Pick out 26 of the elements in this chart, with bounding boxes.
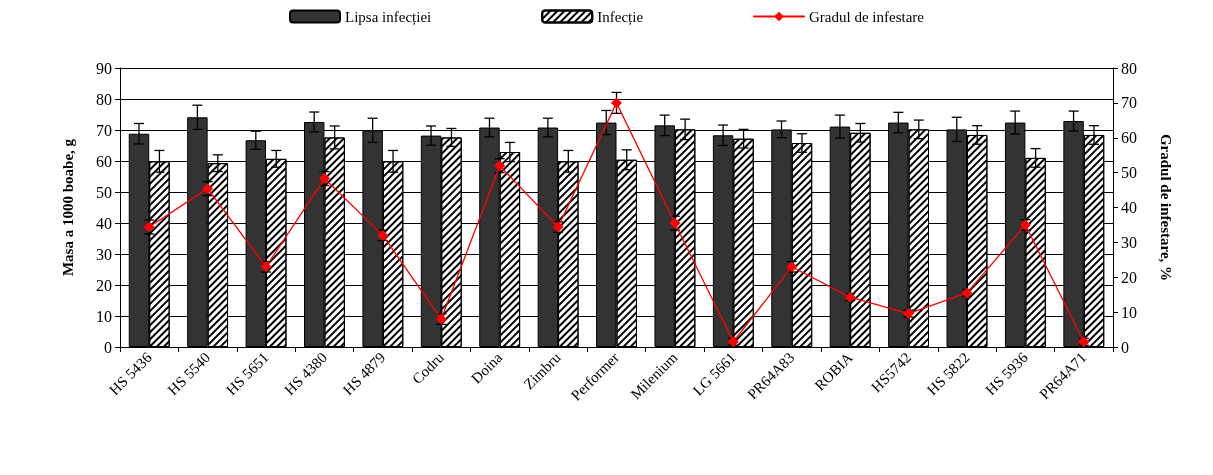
y2-tick-label: 10 xyxy=(1121,303,1137,321)
y2-tick-label: 70 xyxy=(1121,94,1137,112)
x-tick-label: HS 4380 xyxy=(281,349,331,399)
y-tick-label: 40 xyxy=(96,214,112,232)
y-tick-label: 80 xyxy=(96,90,112,108)
y-tick-label: 30 xyxy=(96,245,112,263)
y-tick-label: 50 xyxy=(96,183,112,201)
y2-tick-label: 50 xyxy=(1121,164,1137,182)
x-tick-label: HS 4879 xyxy=(339,349,389,399)
y-tick-label: 20 xyxy=(96,276,112,294)
legend-label: Lipsa infecției xyxy=(345,8,432,26)
y-tick-label: 70 xyxy=(96,121,112,139)
y2-tick-label: 60 xyxy=(1121,129,1137,147)
legend-label: Gradul de infestare xyxy=(809,8,925,25)
y-tick-label: 10 xyxy=(96,307,112,325)
y2-tick-label: 0 xyxy=(1121,338,1129,356)
y2-tick-label: 20 xyxy=(1121,268,1137,286)
y-tick-label: 60 xyxy=(96,152,112,170)
y-tick-label: 90 xyxy=(96,59,112,77)
y2-tick-label: 40 xyxy=(1121,199,1137,216)
y2-tick-label: 80 xyxy=(1121,59,1137,77)
y-tick-label: 0 xyxy=(104,338,112,356)
y2-axis-title: Gradul de infestare, % xyxy=(1157,133,1174,282)
legend-label: Infecție xyxy=(597,8,644,26)
y2-tick-label: 30 xyxy=(1121,233,1137,251)
y-axis-title: Masa a 1000 boabe, g xyxy=(59,138,76,277)
